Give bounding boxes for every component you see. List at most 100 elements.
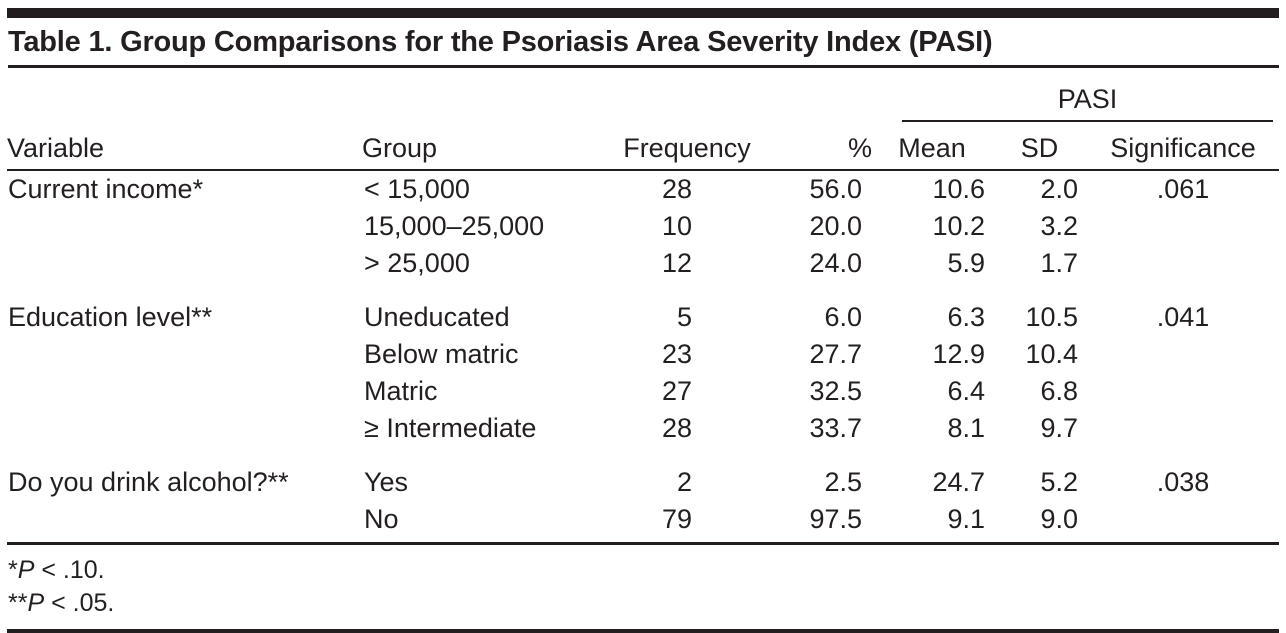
cell-sd: 9.7	[1040, 413, 1078, 443]
footnote-line: *P < .10.	[8, 554, 1279, 587]
cell-variable	[7, 208, 362, 245]
footnote-stars: *	[8, 556, 18, 584]
cell-sd: 1.7	[1040, 248, 1078, 278]
cell-sd: 3.2	[1040, 211, 1078, 241]
cell-percent: 56.0	[809, 174, 862, 204]
footnote-stars: **	[8, 589, 28, 617]
column-header-significance: Significance	[1087, 122, 1279, 171]
cell-significance	[1087, 245, 1279, 282]
pasi-span-underline: PASI	[902, 84, 1273, 122]
cell-frequency: 27	[661, 376, 692, 406]
table-row: No 79 97.5 9.1 9.0	[7, 501, 1279, 542]
cell-percent: 20.0	[809, 211, 862, 241]
table-row: > 25,000 12 24.0 5.9 1.7	[7, 245, 1279, 282]
cell-mean: 24.7	[932, 467, 985, 497]
table-row: ≥ Intermediate 28 33.7 8.1 9.7	[7, 410, 1279, 447]
cell-frequency: 28	[661, 174, 692, 204]
column-header-percent: %	[752, 122, 872, 171]
cell-frequency: 79	[661, 504, 692, 534]
cell-group: Below matric	[364, 339, 519, 369]
table-body: Current income* < 15,000 28 56.0 10.6 2.0.061…	[7, 170, 1279, 542]
cell-variable	[7, 336, 362, 373]
cell-group: Matric	[364, 376, 438, 406]
table-row: Current income* < 15,000 28 56.0 10.6 2.0 .061	[7, 170, 1279, 208]
cell-sd: 6.8	[1040, 376, 1078, 406]
cell-significance: .061	[1156, 174, 1210, 204]
cell-sd: 10.4	[1025, 339, 1078, 369]
column-header-mean: Mean	[872, 122, 992, 171]
footnote-p: P	[17, 556, 35, 584]
table-row: Education level** Uneducated 5 6.0 6.3 10.5 .0…	[7, 282, 1279, 336]
cell-percent: 33.7	[809, 413, 862, 443]
cell-mean: 12.9	[932, 339, 985, 369]
cell-sd: 2.0	[1040, 174, 1078, 204]
cell-sd: 9.0	[1040, 504, 1078, 534]
cell-group: Uneducated	[364, 302, 510, 332]
cell-percent: 2.5	[824, 467, 862, 497]
column-header-row: Variable Group Frequency % Mean SD Signi…	[7, 122, 1279, 171]
cell-percent: 32.5	[809, 376, 862, 406]
cell-variable	[7, 373, 362, 410]
cell-variable: Education level**	[8, 302, 213, 332]
cell-variable	[7, 245, 362, 282]
cell-sd: 10.5	[1025, 302, 1078, 332]
cell-mean: 6.3	[947, 302, 985, 332]
cell-variable	[7, 410, 362, 447]
cell-mean: 5.9	[947, 248, 985, 278]
bottom-rule-bar	[7, 629, 1279, 633]
footnote-condition: < .10.	[34, 556, 105, 584]
cell-mean: 6.4	[947, 376, 985, 406]
cell-percent: 27.7	[809, 339, 862, 369]
pasi-span-header-cell: PASI	[872, 68, 1279, 122]
cell-variable: Do you drink alcohol?**	[8, 467, 289, 497]
cell-group: 15,000–25,000	[364, 211, 545, 241]
cell-significance: .041	[1156, 302, 1210, 332]
cell-variable: Current income*	[8, 174, 204, 204]
cell-group: Yes	[364, 467, 409, 497]
cell-frequency: 12	[661, 248, 692, 278]
cell-mean: 10.6	[932, 174, 985, 204]
cell-frequency: 10	[661, 211, 692, 241]
cell-group: > 25,000	[364, 248, 470, 278]
cell-group: ≥ Intermediate	[364, 413, 537, 443]
cell-sd: 5.2	[1040, 467, 1078, 497]
column-header-group: Group	[362, 122, 622, 171]
cell-frequency: 2	[676, 467, 692, 497]
table-header: PASI Variable Group Frequency % Mean SD …	[7, 68, 1279, 171]
page: Table 1. Group Comparisons for the Psori…	[7, 0, 1279, 633]
cell-significance	[1087, 373, 1279, 410]
cell-significance	[1087, 410, 1279, 447]
table-row: 15,000–25,000 10 20.0 10.2 3.2	[7, 208, 1279, 245]
footnote-condition: < .05.	[44, 589, 115, 617]
cell-significance	[1087, 336, 1279, 373]
footnotes: *P < .10. **P < .05.	[7, 554, 1279, 620]
column-header-sd: SD	[992, 122, 1087, 171]
cell-mean: 8.1	[947, 413, 985, 443]
cell-group: No	[364, 504, 399, 534]
cell-percent: 24.0	[809, 248, 862, 278]
table-row: Matric 27 32.5 6.4 6.8	[7, 373, 1279, 410]
cell-frequency: 28	[661, 413, 692, 443]
cell-percent: 6.0	[824, 302, 862, 332]
table-row: Below matric 23 27.7 12.9 10.4	[7, 336, 1279, 373]
footnote-p: P	[27, 589, 45, 617]
cell-group: < 15,000	[364, 174, 470, 204]
table-row: Do you drink alcohol?** Yes 2 2.5 24.7 5.2 .03…	[7, 447, 1279, 501]
span-header-row: PASI	[7, 68, 1279, 122]
cell-significance	[1087, 208, 1279, 245]
footnote-divider-rule	[7, 542, 1279, 545]
cell-significance	[1087, 501, 1279, 542]
cell-mean: 10.2	[932, 211, 985, 241]
column-header-variable: Variable	[7, 122, 362, 171]
span-header-spacer	[7, 68, 872, 122]
cell-percent: 97.5	[809, 504, 862, 534]
pasi-span-label: PASI	[1057, 84, 1118, 114]
cell-significance: .038	[1156, 467, 1210, 497]
cell-mean: 9.1	[947, 504, 985, 534]
cell-frequency: 23	[661, 339, 692, 369]
cell-variable	[7, 501, 362, 542]
pasi-comparison-table: PASI Variable Group Frequency % Mean SD …	[7, 68, 1279, 542]
column-header-frequency: Frequency	[622, 122, 752, 171]
table-title: Table 1. Group Comparisons for the Psori…	[8, 25, 1279, 68]
cell-frequency: 5	[676, 302, 692, 332]
